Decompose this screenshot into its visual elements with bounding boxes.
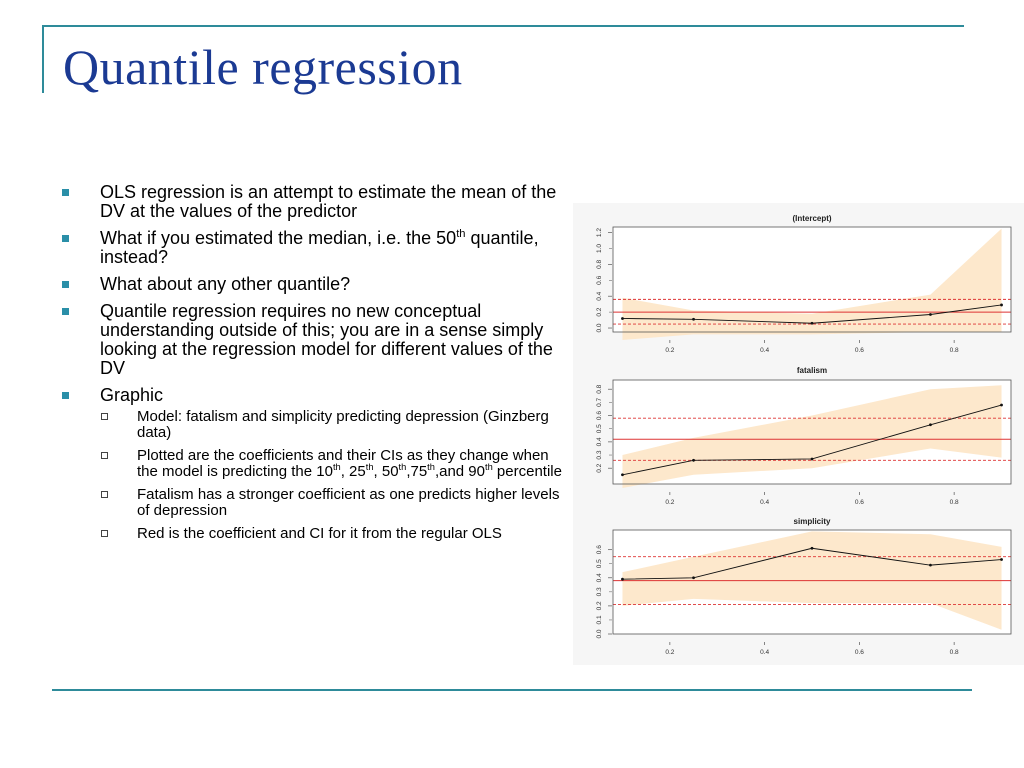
- x-tick-label: 0.2: [665, 499, 674, 506]
- chart-panel-2: simplicity 0.2 0.4 0.6 0.8 0.0 0.2 0.4 0.6 0.1 0.3…: [596, 517, 1012, 656]
- quantile-coef-point: [1000, 558, 1003, 561]
- quantile-coef-point: [810, 457, 814, 461]
- x-tick-label: 0.2: [665, 649, 674, 656]
- y-tick-label: 0.0: [596, 323, 603, 332]
- x-tick-label: 0.8: [950, 347, 959, 354]
- bullet-graphic: Graphic Model: fatalism and simplicity p…: [62, 386, 562, 542]
- top-rule: [42, 25, 964, 27]
- quantile-coef-point: [621, 473, 624, 477]
- quantile-coef-point: [692, 576, 695, 580]
- y-minor-tick-label: 0.3: [596, 587, 603, 596]
- y-tick-label: 0.2: [596, 601, 603, 610]
- y-minor-tick-label: 0.1: [596, 615, 603, 624]
- bullet-conceptual: Quantile regression requires no new conc…: [62, 302, 562, 378]
- x-tick-label: 0.6: [855, 347, 864, 354]
- plot-frame: [612, 226, 1012, 333]
- plot-frame: [612, 529, 1012, 635]
- y-tick-label: 0.0: [596, 629, 603, 638]
- y-tick-label: 0.8: [596, 259, 603, 268]
- y-tick-label: 0.8: [596, 384, 603, 393]
- y-tick-label: 1.2: [596, 228, 603, 237]
- y-tick-label: 0.4: [596, 437, 603, 446]
- quantile-chart-svg: (Intercept) 0.2 0.4 0.6 0.8 0.0 0.4 0.8 1.2 0.2 0.…: [596, 214, 1012, 656]
- slide-title: Quantile regression: [63, 39, 463, 95]
- subbullet-fatalism: Fatalism has a stronger coefficient as o…: [100, 487, 562, 519]
- y-minor-tick-label: 0.6: [596, 275, 603, 284]
- y-minor-tick-label: 0.5: [596, 559, 603, 568]
- quantile-chart-panel: (Intercept) 0.2 0.4 0.6 0.8 0.0 0.4 0.8 1.2 0.2 0.…: [573, 203, 1024, 665]
- x-tick-label: 0.8: [950, 499, 959, 506]
- plot-frame: [612, 379, 1012, 485]
- x-tick-label: 0.6: [855, 649, 864, 656]
- x-tick-label: 0.4: [760, 499, 769, 506]
- quantile-coef-point: [929, 563, 932, 567]
- subbullet-list: Model: fatalism and simplicity predictin…: [100, 409, 562, 542]
- x-tick-label: 0.2: [665, 347, 674, 354]
- y-minor-tick-label: 0.3: [596, 450, 603, 459]
- y-minor-tick-label: 0.5: [596, 424, 603, 433]
- bullet-list: OLS regression is an attempt to estimate…: [62, 183, 562, 550]
- y-tick-label: 0.4: [596, 573, 603, 582]
- chart-title: (Intercept): [792, 214, 831, 223]
- bullet-median: What if you estimated the median, i.e. t…: [62, 228, 562, 267]
- y-minor-tick-label: 0.7: [596, 397, 603, 406]
- chart-panel-1: fatalism 0.2 0.4 0.6 0.8 0.2 0.4 0.6 0.8 0.3 0.5 0.…: [596, 366, 1012, 506]
- quantile-coef-point: [929, 313, 932, 316]
- quantile-coef-point: [1000, 303, 1003, 307]
- x-tick-label: 0.6: [855, 499, 864, 506]
- subbullet-plotted: Plotted are the coefficients and their C…: [100, 448, 562, 480]
- quantile-coef-point: [621, 577, 624, 581]
- ci-band: [622, 385, 1002, 488]
- bullet-other-quantile: What about any other quantile?: [62, 275, 562, 294]
- chart-title: fatalism: [797, 366, 827, 375]
- y-tick-label: 0.6: [596, 411, 603, 420]
- y-minor-tick-label: 1.0: [596, 244, 603, 253]
- quantile-coef-point: [929, 423, 932, 427]
- x-tick-label: 0.4: [760, 347, 769, 354]
- quantile-coef-point: [1000, 403, 1003, 407]
- bottom-rule: [52, 689, 972, 691]
- quantile-coef-point: [692, 317, 695, 321]
- subbullet-model: Model: fatalism and simplicity predictin…: [100, 409, 562, 441]
- quantile-coef-point: [810, 321, 814, 325]
- chart-panel-0: (Intercept) 0.2 0.4 0.6 0.8 0.0 0.4 0.8 1.2 0.2 0.…: [596, 214, 1012, 354]
- y-tick-label: 0.2: [596, 463, 603, 472]
- left-rule: [42, 25, 44, 93]
- quantile-coef-point: [810, 546, 814, 550]
- quantile-coef-point: [621, 317, 624, 320]
- y-tick-label: 0.6: [596, 545, 603, 554]
- y-minor-tick-label: 0.2: [596, 307, 603, 316]
- x-tick-label: 0.4: [760, 649, 769, 656]
- bullet-ols: OLS regression is an attempt to estimate…: [62, 183, 562, 221]
- chart-title: simplicity: [794, 517, 831, 526]
- y-tick-label: 0.4: [596, 291, 603, 300]
- subbullet-red-ols: Red is the coefficient and CI for it fro…: [100, 526, 562, 542]
- quantile-coef-point: [692, 458, 695, 462]
- x-tick-label: 0.8: [950, 649, 959, 656]
